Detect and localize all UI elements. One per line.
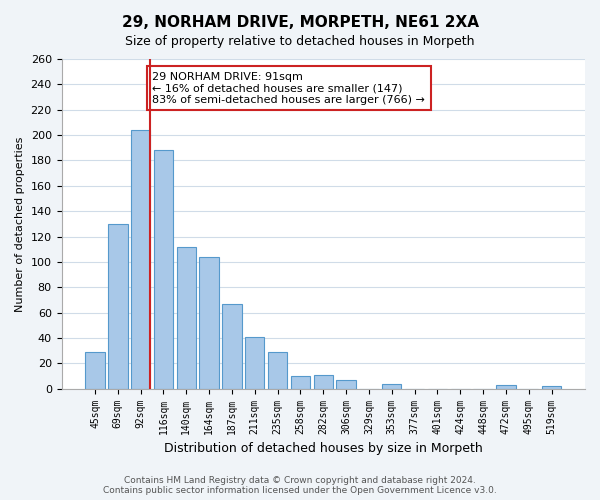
Bar [131, 130, 151, 388]
Bar [542, 386, 561, 388]
Bar [291, 376, 310, 388]
Text: Contains HM Land Registry data © Crown copyright and database right 2024.
Contai: Contains HM Land Registry data © Crown c… [103, 476, 497, 495]
Bar [176, 246, 196, 388]
Bar [337, 380, 356, 388]
Text: 29, NORHAM DRIVE, MORPETH, NE61 2XA: 29, NORHAM DRIVE, MORPETH, NE61 2XA [121, 15, 479, 30]
Bar [245, 336, 265, 388]
Bar [108, 224, 128, 388]
X-axis label: Distribution of detached houses by size in Morpeth: Distribution of detached houses by size … [164, 442, 482, 455]
Y-axis label: Number of detached properties: Number of detached properties [15, 136, 25, 312]
Bar [382, 384, 401, 388]
Text: Size of property relative to detached houses in Morpeth: Size of property relative to detached ho… [125, 35, 475, 48]
Bar [314, 374, 333, 388]
Bar [85, 352, 105, 389]
Bar [199, 257, 219, 388]
Text: 29 NORHAM DRIVE: 91sqm
← 16% of detached houses are smaller (147)
83% of semi-de: 29 NORHAM DRIVE: 91sqm ← 16% of detached… [152, 72, 425, 105]
Bar [222, 304, 242, 388]
Bar [154, 150, 173, 388]
Bar [496, 385, 515, 388]
Bar [268, 352, 287, 389]
